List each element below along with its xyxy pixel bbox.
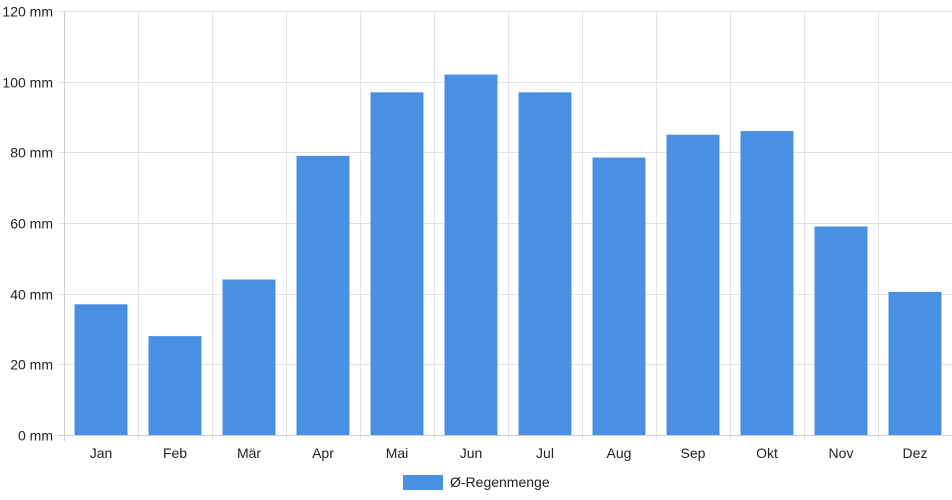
- bar-mai[interactable]: [370, 92, 424, 436]
- x-tick-label: Jan: [90, 445, 113, 461]
- y-tick-label: 120 mm: [2, 4, 53, 20]
- bar-apr[interactable]: [296, 155, 350, 435]
- bar-sep[interactable]: [666, 134, 720, 435]
- bars: [74, 74, 942, 436]
- grid-lines: [58, 11, 952, 441]
- y-tick-label: 0 mm: [18, 428, 53, 444]
- x-tick-label: Nov: [829, 445, 854, 461]
- x-tick-label: Dez: [903, 445, 928, 461]
- x-tick-label: Okt: [756, 445, 778, 461]
- bar-jul[interactable]: [518, 92, 572, 436]
- x-tick-label: Aug: [607, 445, 632, 461]
- bar-nov[interactable]: [814, 226, 868, 436]
- x-tick-label: Jun: [460, 445, 483, 461]
- bar-mär[interactable]: [222, 279, 276, 436]
- y-tick-label: 20 mm: [10, 357, 53, 373]
- bar-feb[interactable]: [148, 336, 202, 435]
- x-tick-label: Feb: [163, 445, 187, 461]
- x-tick-label: Mai: [386, 445, 409, 461]
- y-tick-label: 40 mm: [10, 287, 53, 303]
- x-tick-label: Jul: [536, 445, 554, 461]
- y-tick-label: 80 mm: [10, 145, 53, 161]
- legend-label-series-1[interactable]: Ø-Regenmenge: [450, 474, 550, 490]
- bar-okt[interactable]: [740, 131, 794, 435]
- x-tick-label: Sep: [681, 445, 706, 461]
- legend[interactable]: Ø-Regenmenge: [403, 474, 550, 490]
- legend-swatch[interactable]: [403, 475, 443, 490]
- bar-aug[interactable]: [592, 157, 646, 435]
- x-tick-label: Mär: [237, 445, 261, 461]
- bar-jan[interactable]: [74, 304, 128, 435]
- y-axis-tick-labels: 0 mm 20 mm 40 mm 60 mm 80 mm 100 mm 120 mm: [2, 4, 53, 444]
- y-tick-label: 60 mm: [10, 216, 53, 232]
- x-tick-label: Apr: [312, 445, 334, 461]
- x-axis-tick-labels: Jan Feb Mär Apr Mai Jun Jul Aug Sep Okt Nov Dez: [90, 445, 928, 461]
- y-tick-label: 100 mm: [2, 75, 53, 91]
- bar-dez[interactable]: [888, 291, 942, 435]
- bar-jun[interactable]: [444, 74, 498, 435]
